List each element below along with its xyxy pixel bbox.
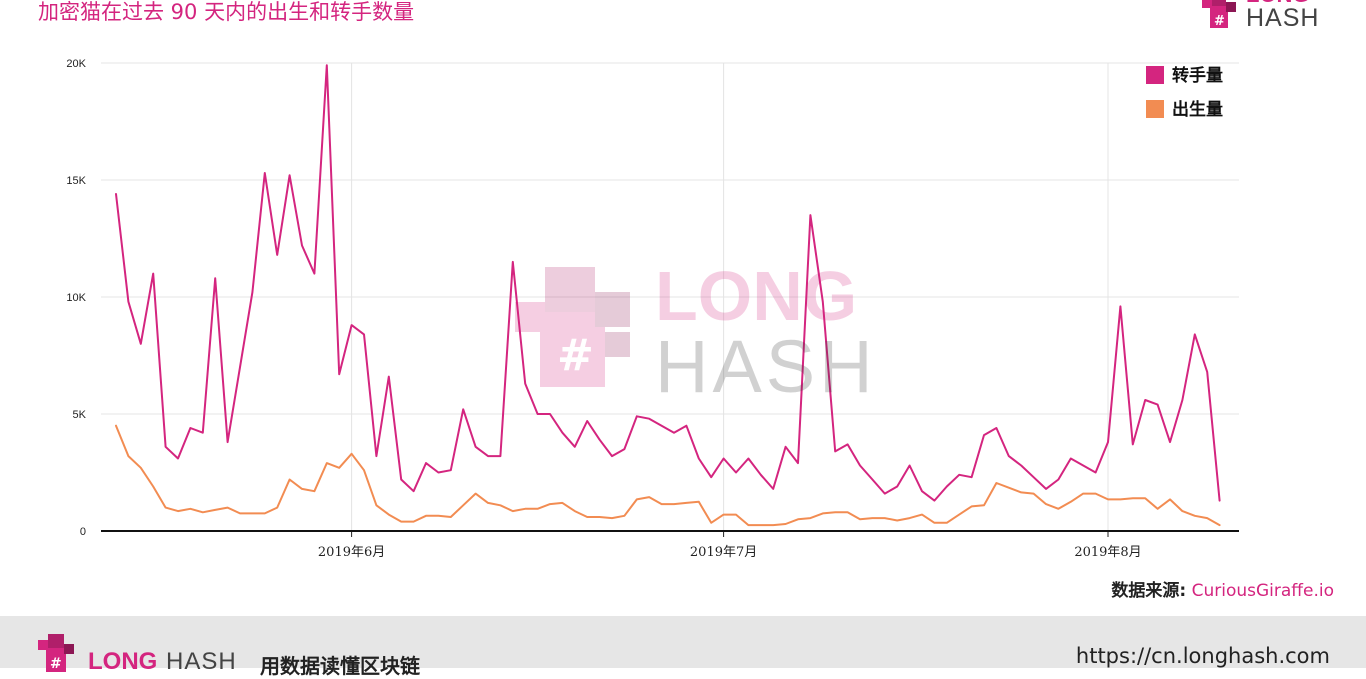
data-source: 数据来源: CuriousGiraffe.io <box>1111 576 1334 601</box>
y-tick-label: 0 <box>80 526 86 538</box>
legend-label: 转手量 <box>1172 65 1223 86</box>
chart-area: 0 5K 10K 15K 20K 2019年6月 2019年7月 2019年8月 转手量出生量 <box>36 30 1346 610</box>
svg-text:#: # <box>50 656 62 672</box>
x-tick-label: 2019年6月 <box>318 545 385 560</box>
footer-cat-logo-icon: # <box>38 634 74 672</box>
x-tick-label: 2019年7月 <box>690 545 757 560</box>
legend-swatch <box>1146 66 1164 84</box>
logo-hash-text: HASH <box>1246 4 1320 32</box>
y-tick-label: 15K <box>66 175 86 187</box>
page-title: 加密猫在过去 90 天内的出生和转手数量 <box>38 0 415 24</box>
footer-url-link[interactable]: https://cn.longhash.com <box>1075 644 1330 668</box>
longhash-logo: # LONG HASH <box>1196 0 1326 36</box>
pixel-cat-logo-icon: # <box>1202 0 1236 29</box>
source-label: 数据来源: <box>1111 581 1187 601</box>
legend-swatch <box>1146 100 1164 118</box>
x-tick-label: 2019年8月 <box>1074 545 1141 560</box>
footer-bar: # LONG HASH 用数据读懂区块链 https://cn.longhash… <box>0 616 1366 678</box>
source-link[interactable]: CuriousGiraffe.io <box>1191 581 1334 601</box>
series-line-transfers <box>115 64 1221 502</box>
legend-label: 出生量 <box>1172 99 1223 120</box>
svg-text:#: # <box>1214 14 1225 29</box>
y-tick-label: 20K <box>66 58 86 70</box>
logo-long-text: LONG <box>1246 0 1310 8</box>
series-line-births <box>115 424 1221 527</box>
footer-logo-long: LONG <box>88 648 158 675</box>
footer-logo-hash: HASH <box>166 648 237 675</box>
y-tick-label: 10K <box>66 292 86 304</box>
footer-tagline: 用数据读懂区块链 <box>260 654 420 678</box>
y-tick-label: 5K <box>73 409 87 421</box>
